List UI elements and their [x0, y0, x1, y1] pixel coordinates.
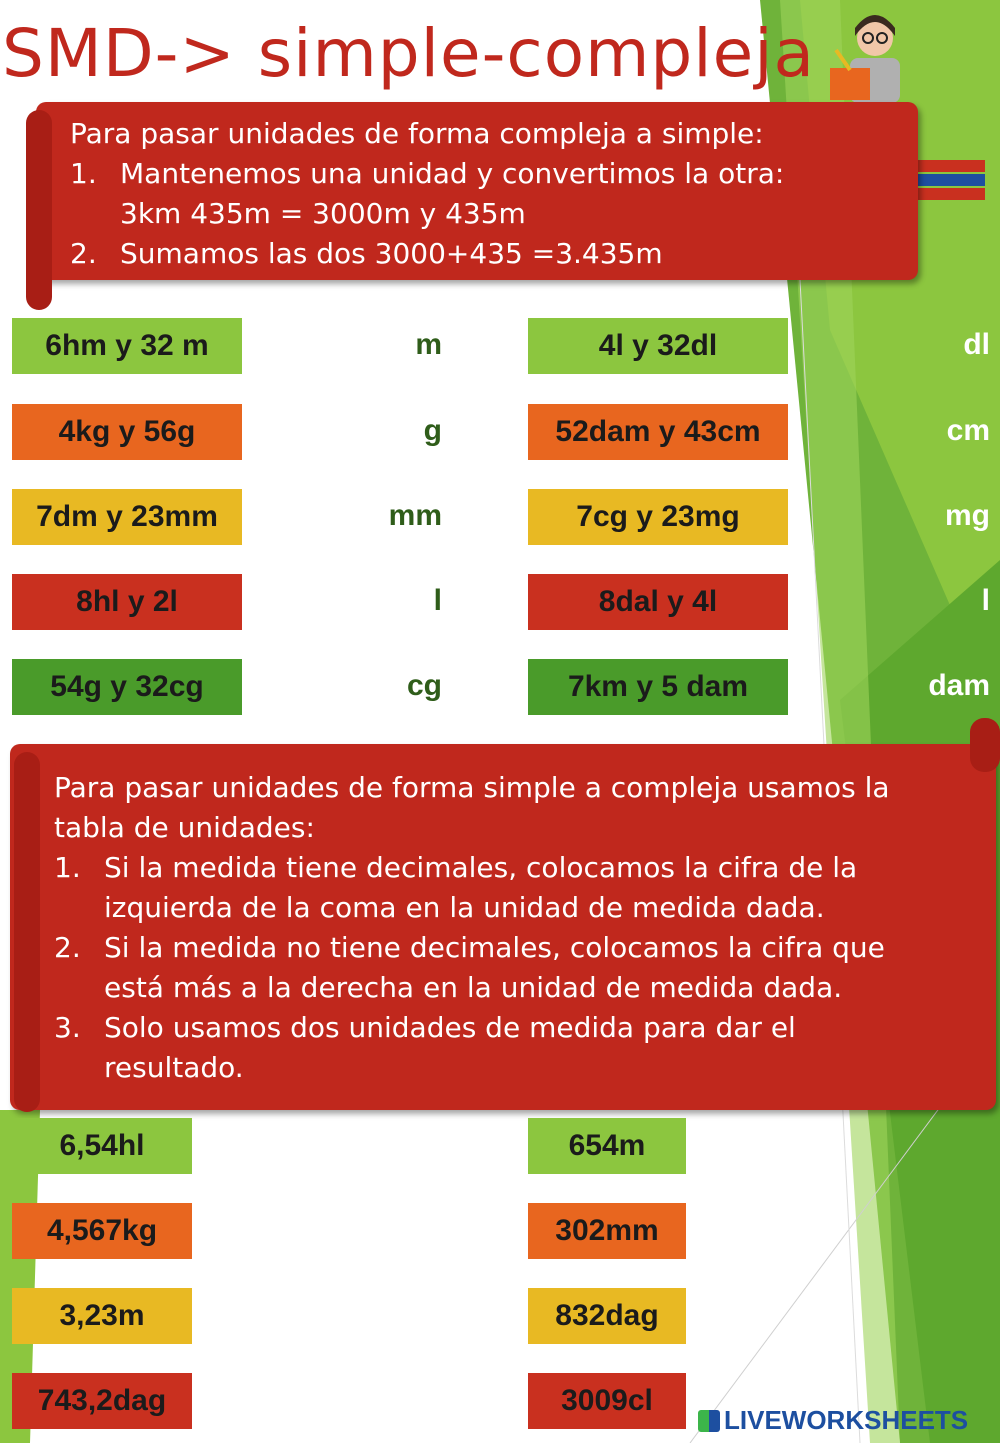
instructions-compleja-simple: Para pasar unidades de forma compleja a …	[26, 102, 918, 310]
exercise-box[interactable]: 54g y 32cg	[12, 659, 242, 715]
target-unit: m	[415, 328, 442, 361]
exercise-box[interactable]: 7km y 5 dam	[528, 659, 788, 715]
instruction-step-2-cont: está más a la derecha en la unidad de me…	[104, 971, 843, 1004]
instruction-heading-cont: tabla de unidades:	[54, 811, 315, 844]
logo-icon	[698, 1410, 720, 1432]
exercise-box[interactable]: 4kg y 56g	[12, 404, 242, 460]
instructions-simple-compleja: Para pasar unidades de forma simple a co…	[10, 718, 1000, 1112]
target-unit: dl	[963, 328, 990, 361]
exercise-box[interactable]: 6hm y 32 m	[12, 318, 242, 374]
target-unit: dam	[928, 669, 990, 702]
instruction-step-3: 3. Solo usamos dos unidades de medida par…	[54, 1011, 796, 1044]
books-icon	[910, 152, 985, 200]
exercise-box[interactable]: 743,2dag	[12, 1373, 192, 1429]
instruction-step-2: 2. Si la medida no tiene decimales, coloc…	[54, 931, 885, 964]
instruction-step-3-cont: resultado.	[104, 1051, 244, 1084]
teacher-avatar-icon	[830, 15, 900, 103]
exercise-box[interactable]: 832dag	[528, 1288, 686, 1344]
exercise-box[interactable]: 7cg y 23mg	[528, 489, 788, 545]
scroll-roll-left	[14, 752, 40, 1112]
exercise-box[interactable]: 8dal y 4l	[528, 574, 788, 630]
instruction-heading: Para pasar unidades de forma simple a co…	[54, 771, 890, 804]
exercise-box[interactable]: 4l y 32dl	[528, 318, 788, 374]
target-unit: g	[423, 414, 442, 447]
instruction-step-1: 1. Si la medida tiene decimales, colocamo…	[54, 851, 858, 884]
exercise-box[interactable]: 3,23m	[12, 1288, 192, 1344]
target-unit: mm	[388, 499, 442, 532]
exercise-box[interactable]: 654m	[528, 1118, 686, 1174]
exercise-box[interactable]: 7dm y 23mm	[12, 489, 242, 545]
exercise-box[interactable]: 6,54hl	[12, 1118, 192, 1174]
target-unit: cm	[946, 414, 990, 447]
instruction-heading: Para pasar unidades de forma compleja a …	[70, 117, 764, 150]
instruction-step-2: 2. Sumamos las dos 3000+435 =3.435m	[70, 237, 663, 270]
exercise-box[interactable]: 8hl y 2l	[12, 574, 242, 630]
exercise-box[interactable]: 52dam y 43cm	[528, 404, 788, 460]
instruction-step-1: 1. Mantenemos una unidad y convertimos la…	[70, 157, 785, 190]
target-unit: mg	[945, 499, 990, 532]
liveworksheets-logo: LIVEWORKSHEETS	[698, 1405, 968, 1436]
scroll-roll	[970, 718, 1000, 772]
target-unit: l	[981, 584, 990, 617]
exercise-box[interactable]: 302mm	[528, 1203, 686, 1259]
target-unit: cg	[406, 669, 442, 702]
target-unit: l	[433, 584, 442, 617]
scroll-roll	[26, 110, 52, 310]
exercise-box[interactable]: 3009cl	[528, 1373, 686, 1429]
page-title: SMD-> simple-compleja	[2, 15, 815, 92]
instruction-step-1-cont: izquierda de la coma en la unidad de med…	[104, 891, 825, 924]
instruction-example: 3km 435m = 3000m y 435m	[120, 197, 526, 230]
exercise-box[interactable]: 4,567kg	[12, 1203, 192, 1259]
